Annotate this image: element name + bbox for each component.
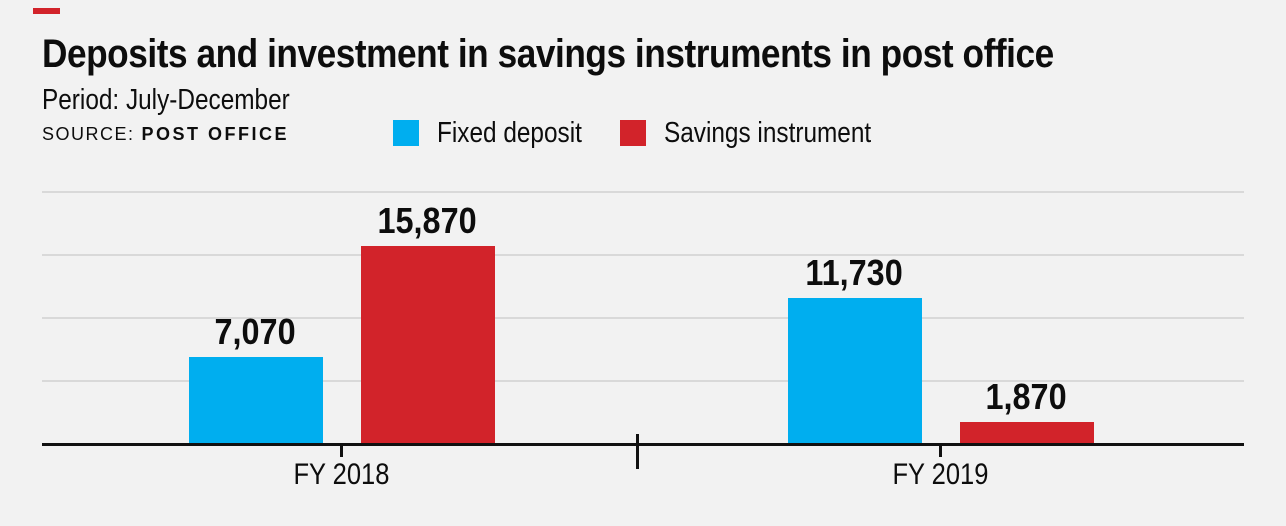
- legend-label-savings-instrument: Savings instrument: [664, 117, 872, 149]
- legend-item-fixed-deposit: Fixed deposit: [393, 118, 610, 148]
- source-line: SOURCE: POST OFFICE: [42, 123, 289, 145]
- bar-savings-instrument-fy-2019: [959, 422, 1094, 446]
- bar-fixed-deposit-fy-2018: [188, 357, 323, 446]
- value-label-fixed-deposit-fy-2019: 11,730: [705, 254, 1005, 292]
- savings-instrument-swatch-icon: [620, 120, 646, 146]
- axis-tick-fy-2018: [340, 446, 343, 457]
- bar-savings-instrument-fy-2018: [360, 246, 495, 446]
- axis-center-divider: [636, 434, 639, 469]
- fixed-deposit-swatch-icon: [393, 120, 419, 146]
- value-text: 7,070: [214, 311, 297, 352]
- x-axis: [42, 443, 1244, 446]
- page-title: Deposits and investment in savings instr…: [42, 32, 1054, 76]
- gridline-15000: [42, 254, 1244, 256]
- axis-tick-fy-2019: [939, 446, 942, 457]
- gridline-5000: [42, 380, 1244, 382]
- source-value: POST OFFICE: [141, 124, 290, 144]
- gridline-10000: [42, 317, 1244, 319]
- value-text: 11,730: [805, 252, 904, 293]
- legend-label-fixed-deposit: Fixed deposit: [437, 117, 582, 149]
- value-text: 15,870: [377, 200, 478, 241]
- category-text: FY 2018: [293, 458, 390, 491]
- bar-fixed-deposit-fy-2019: [787, 298, 922, 446]
- category-label-fy-2019: FY 2019: [791, 459, 1091, 491]
- value-label-fixed-deposit-fy-2018: 7,070: [106, 313, 406, 351]
- legend-item-savings-instrument: Savings instrument: [620, 118, 911, 148]
- value-label-savings-instrument-fy-2018: 15,870: [278, 202, 578, 240]
- value-label-savings-instrument-fy-2019: 1,870: [877, 378, 1177, 416]
- category-text: FY 2019: [892, 458, 989, 491]
- gridline-20000: [42, 191, 1244, 193]
- period-subtitle: Period: July-December: [42, 84, 290, 116]
- value-text: 1,870: [985, 376, 1068, 417]
- brand-dash-icon: [33, 8, 60, 14]
- source-label: SOURCE:: [42, 124, 135, 144]
- category-label-fy-2018: FY 2018: [192, 459, 492, 491]
